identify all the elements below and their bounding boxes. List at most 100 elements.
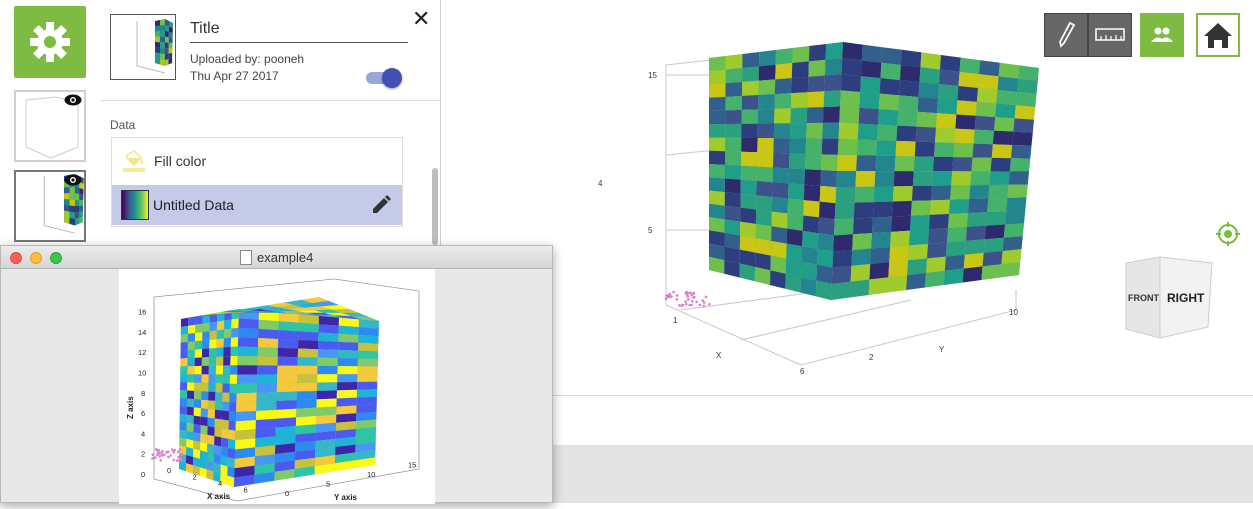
cube-cell xyxy=(194,357,203,367)
draw-tool-button[interactable] xyxy=(1044,13,1088,57)
cube-cell xyxy=(202,322,211,333)
cube-cell xyxy=(741,66,760,83)
minimize-window-button[interactable] xyxy=(30,252,42,264)
cube-cell xyxy=(897,110,918,127)
cube-cell xyxy=(926,242,948,259)
cube-cell xyxy=(154,19,161,27)
close-window-button[interactable] xyxy=(10,252,22,264)
scatter-point xyxy=(687,298,690,301)
cube-cell xyxy=(1008,171,1030,185)
cube-cell xyxy=(708,55,726,72)
tick-label: 10 xyxy=(138,369,146,378)
scatter-point xyxy=(167,455,170,459)
scatter-point xyxy=(180,453,183,457)
cube-cell xyxy=(276,399,297,411)
cube-cell xyxy=(924,270,946,288)
cube-cell xyxy=(237,336,259,348)
cube-cell xyxy=(983,237,1005,254)
recenter-button[interactable] xyxy=(1215,221,1241,252)
scatter-point xyxy=(684,300,687,303)
cube-cell xyxy=(984,224,1006,240)
cube-cell xyxy=(63,186,70,194)
cube-cell xyxy=(338,333,359,343)
settings-button[interactable] xyxy=(14,6,86,78)
scrollbar[interactable] xyxy=(432,168,438,245)
cube-cell xyxy=(187,349,196,359)
cube-cell xyxy=(831,265,852,285)
cube-cell xyxy=(168,42,173,49)
cube-cell xyxy=(1015,91,1037,108)
cube-cell xyxy=(755,195,773,212)
scatter-point xyxy=(160,453,164,457)
cube-cell xyxy=(297,339,319,350)
cube-cell xyxy=(357,366,378,375)
cube-cell xyxy=(235,401,257,413)
x-axis-label: X axis xyxy=(207,492,231,501)
3d-viewport[interactable]: 15 4 5 1 X 2 6 Y 10 xyxy=(441,0,1253,395)
cube-cell xyxy=(856,139,878,156)
cube-cell xyxy=(164,58,169,67)
cube-cell xyxy=(839,90,861,109)
visibility-toggle[interactable] xyxy=(366,68,402,88)
cube-cell xyxy=(870,231,892,249)
eye-icon[interactable] xyxy=(64,94,82,106)
z-tick-label: 4 xyxy=(598,179,603,188)
scatter-point xyxy=(177,459,181,462)
cube-cell xyxy=(164,30,170,38)
cube-cell xyxy=(788,168,806,185)
cube-cell xyxy=(277,347,299,358)
zoom-window-button[interactable] xyxy=(50,252,62,264)
crosshair-icon xyxy=(1216,222,1240,246)
collaborators-button[interactable] xyxy=(1140,13,1184,57)
cube-cell xyxy=(215,365,224,375)
cube-cell xyxy=(916,111,938,128)
edit-icon[interactable] xyxy=(370,194,392,216)
scatter-point xyxy=(675,294,679,297)
cube-cell xyxy=(69,192,76,200)
cube-cell xyxy=(159,58,166,67)
cube-cell xyxy=(193,423,201,434)
data-item-row[interactable]: Untitled Data xyxy=(112,185,402,225)
view-cube-right-label[interactable]: RIGHT xyxy=(1167,291,1205,305)
fill-color-row[interactable]: Fill color xyxy=(112,138,402,184)
view-cube[interactable]: FRONT RIGHT xyxy=(1120,255,1215,345)
cube-cell xyxy=(850,263,871,282)
cube-cell xyxy=(877,108,899,126)
cube-cell xyxy=(803,199,820,218)
scene-svg[interactable]: 15 4 5 1 X 2 6 Y 10 xyxy=(441,0,1253,395)
cube-cell xyxy=(758,64,776,81)
eye-icon[interactable] xyxy=(64,174,82,186)
measure-tool-button[interactable] xyxy=(1088,13,1132,57)
figure-window[interactable]: example4 0 2 4 6 8 10 12 14 16 0 2 4 6 0 5 10 15 Z axis … xyxy=(0,245,553,504)
view-cube-front-label[interactable]: FRONT xyxy=(1128,293,1159,303)
cube-cell xyxy=(216,338,225,349)
cube-cell xyxy=(207,417,216,428)
cube-cell xyxy=(785,273,802,293)
cube-cell xyxy=(208,374,217,384)
cube-cell xyxy=(872,201,894,218)
cube-cell xyxy=(180,357,188,367)
layer-thumbnail[interactable] xyxy=(14,90,86,162)
cube-cell xyxy=(807,75,826,93)
cube-cell xyxy=(358,334,379,344)
cube-cell xyxy=(968,184,990,200)
title-field[interactable]: Title xyxy=(190,20,408,43)
cube-cell xyxy=(179,381,188,391)
uploaded-by-text: Uploaded by: pooneh xyxy=(190,52,305,66)
cube-cell xyxy=(791,76,809,94)
cube-cell xyxy=(226,475,235,488)
cube-cell xyxy=(816,248,834,268)
cube-cell xyxy=(214,409,223,420)
cube-cell xyxy=(354,457,376,469)
cube-cell xyxy=(238,318,259,330)
close-icon[interactable]: ✕ xyxy=(412,6,431,31)
cube-cell xyxy=(990,157,1012,172)
scatter-point xyxy=(688,303,692,307)
cube-cell xyxy=(168,37,173,44)
window-titlebar[interactable]: example4 xyxy=(1,246,552,269)
cube-cell xyxy=(889,230,911,248)
layer-thumbnail-selected[interactable] xyxy=(14,170,86,242)
tick-label: 16 xyxy=(138,308,146,317)
home-button[interactable] xyxy=(1196,13,1240,57)
cube-cell xyxy=(906,258,928,276)
